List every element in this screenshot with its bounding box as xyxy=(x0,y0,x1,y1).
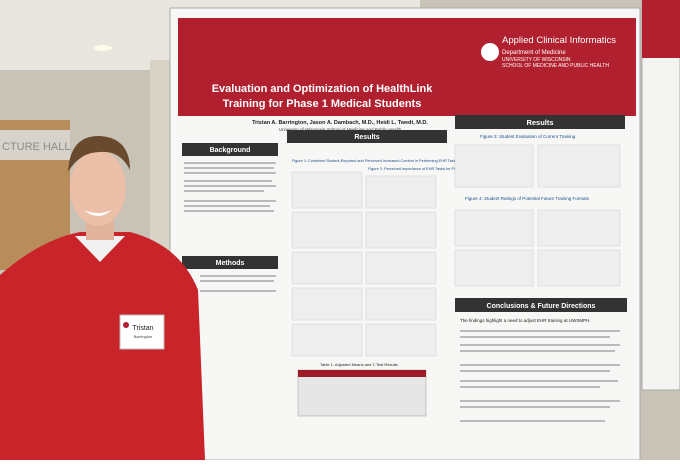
figure-caption: Figure 1: Combined Student-Reported and … xyxy=(292,159,457,163)
poster-title: Training for Phase 1 Medical Students xyxy=(223,98,422,110)
logo-line: Applied Clinical Informatics xyxy=(502,35,616,46)
section-header xyxy=(287,130,447,143)
name-tag-last: Barrington xyxy=(134,334,152,339)
sign-band xyxy=(0,130,70,160)
figure-caption: Figure 4: Student Ratings of Potential F… xyxy=(465,196,590,201)
table-caption: Table 1: Adjusted Means and T-Test Resul… xyxy=(320,362,398,367)
smile xyxy=(84,210,112,216)
affiliation: University of Wisconsin School of Medici… xyxy=(279,127,402,132)
logo-line: SCHOOL OF MEDICINE AND PUBLIC HEALTH xyxy=(502,63,609,69)
neighbour-header xyxy=(642,0,680,58)
table-header xyxy=(298,370,426,377)
section-title: Methods xyxy=(216,260,245,267)
figure-caption: Figure 2: Perceived Importance of EHR Ta… xyxy=(368,167,482,171)
section-title: Conclusions & Future Directions xyxy=(487,303,596,310)
authors: Tristan A. Barrington, Jason A. Dambach,… xyxy=(252,120,428,126)
section-header xyxy=(182,143,278,156)
figure-caption: Figure 3: Student Evaluation of Current … xyxy=(480,134,576,139)
neighbour-poster xyxy=(641,0,680,391)
name-tag-logo xyxy=(123,322,129,328)
section-title: Results xyxy=(354,134,379,141)
section-header xyxy=(455,298,627,312)
section-header xyxy=(182,256,278,269)
wall-sign: CTURE HALL xyxy=(2,141,70,153)
name-tag xyxy=(119,314,165,350)
logo-line: UNIVERSITY OF WISCONSIN xyxy=(502,57,571,63)
conclusion-text: The findings highlight a need to adjust … xyxy=(460,318,591,323)
section-title: Results xyxy=(526,118,553,127)
poster-title: Evaluation and Optimization of HealthLin… xyxy=(212,83,434,95)
hair xyxy=(68,135,130,172)
sweater xyxy=(0,232,205,460)
ceiling-light xyxy=(94,45,112,51)
text-lines xyxy=(184,162,620,422)
logo xyxy=(481,43,499,61)
logo-line: Department of Medicine xyxy=(502,50,566,56)
section-header xyxy=(455,115,625,129)
chart-panels xyxy=(291,144,621,357)
poster-header xyxy=(178,18,636,116)
name-tag-first: Tristan xyxy=(132,325,153,332)
section-title: Background xyxy=(210,147,251,154)
face xyxy=(70,150,126,226)
table xyxy=(297,369,427,417)
collar xyxy=(75,236,125,262)
